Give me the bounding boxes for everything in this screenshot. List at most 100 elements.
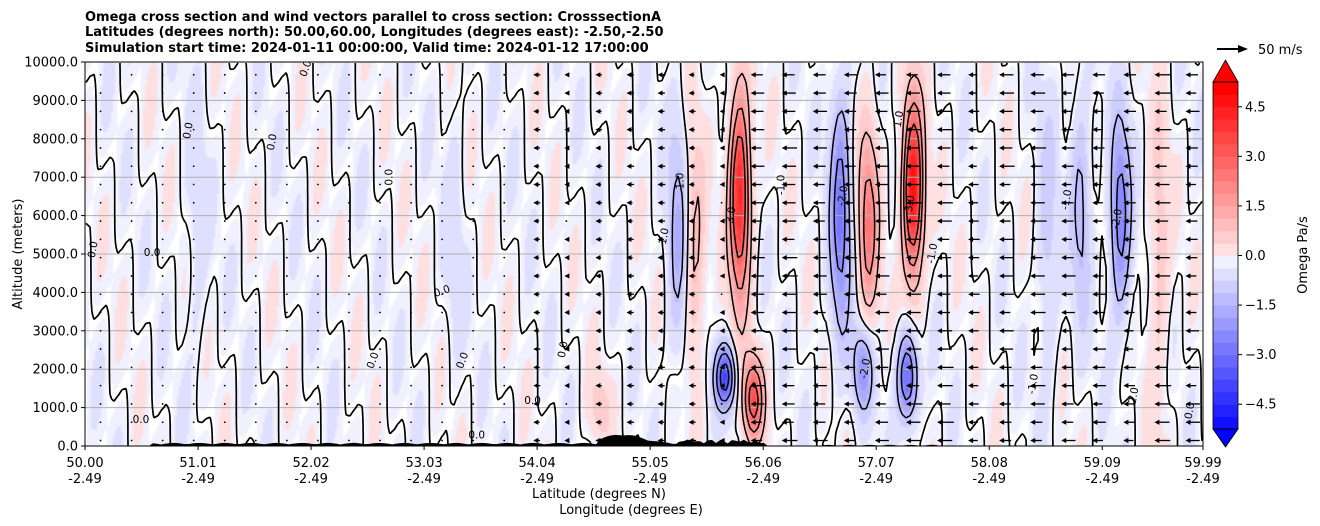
- wind-vector: [874, 127, 887, 133]
- wind-vector: [1123, 346, 1134, 352]
- wind-vector: [1092, 108, 1104, 114]
- wind-vector: [812, 108, 828, 114]
- wind-vector: [533, 401, 540, 407]
- wind-vector: [379, 201, 381, 204]
- wind-vector: [472, 183, 475, 186]
- colorbar-segment: [1213, 255, 1238, 269]
- wind-vector: [441, 421, 444, 424]
- wind-vector: [564, 328, 570, 334]
- wind-vector: [657, 383, 665, 389]
- omega-contour-lines: [85, 62, 1203, 446]
- wind-vector: [1123, 218, 1136, 224]
- wind-vector: [441, 311, 444, 314]
- wind-vector: [503, 311, 506, 314]
- wind-vector: [937, 72, 951, 78]
- colorbar-extend-min: [1212, 428, 1239, 448]
- wind-vector: [595, 346, 601, 352]
- wind-vector: [254, 238, 257, 241]
- wind-vector: [595, 236, 602, 242]
- wind-vector: [1092, 291, 1106, 297]
- wind-vector: [968, 291, 980, 297]
- wind-vector: [1123, 181, 1135, 188]
- wind-vector: [1030, 273, 1045, 279]
- wind-vector: [1030, 419, 1043, 425]
- wind-vector: [161, 256, 164, 259]
- contour-label: -1.0: [925, 242, 940, 264]
- wind-vector: [379, 220, 381, 222]
- wind-vector: [223, 165, 226, 168]
- x-tick-label-longitude: -2.49: [520, 472, 554, 487]
- wind-vector: [688, 255, 696, 261]
- wind-vector: [626, 328, 634, 334]
- contour-level-3: [732, 123, 921, 419]
- wind-vector: [1061, 328, 1073, 334]
- wind-vector: [874, 218, 887, 224]
- wind-vector: [812, 419, 826, 425]
- wind-vector: [937, 328, 953, 334]
- wind-vector: [564, 181, 570, 188]
- wind-vector: [192, 421, 195, 424]
- wind-vector: [254, 165, 257, 168]
- wind-vector: [317, 275, 319, 277]
- wind-vector: [688, 383, 696, 389]
- wind-vector: [1061, 72, 1075, 78]
- wind-vector: [843, 236, 855, 242]
- wind-vector: [781, 328, 798, 334]
- wind-vector: [843, 218, 855, 224]
- wind-vector: [688, 127, 695, 133]
- wind-vector: [688, 145, 695, 151]
- wind-vector: [317, 348, 319, 350]
- x-axis-label-longitude: Longitude (degrees E): [559, 503, 703, 518]
- colorbar-segment: [1213, 168, 1238, 182]
- wind-vector: [161, 92, 164, 94]
- wind-vector: [254, 201, 257, 204]
- colorbar-tick-label: 1.5: [1245, 199, 1266, 214]
- wind-vector: [379, 403, 381, 405]
- wind-vector: [1030, 364, 1043, 370]
- wind-vector: [968, 145, 978, 151]
- wind-vector: [161, 201, 164, 204]
- wind-vector: [441, 403, 444, 405]
- y-tick-label: 3000.0: [33, 324, 79, 339]
- wind-vector: [719, 328, 725, 334]
- wind-vector: [657, 273, 664, 279]
- vector-key: 50 m/s: [1217, 43, 1303, 58]
- colorbar-segment: [1213, 94, 1238, 108]
- y-tick-label: 0.0: [57, 440, 78, 455]
- colorbar-segment: [1213, 131, 1238, 145]
- wind-vector: [410, 366, 412, 369]
- wind-vector: [161, 73, 164, 76]
- wind-vector: [99, 384, 102, 387]
- wind-vector: [843, 163, 856, 169]
- x-tick-label-longitude: -2.49: [633, 472, 667, 487]
- wind-vector: [564, 236, 570, 242]
- colorbar-segment: [1213, 379, 1238, 393]
- colorbar-segment: [1213, 416, 1238, 430]
- wind-vector: [503, 110, 506, 113]
- wind-vector: [317, 366, 319, 369]
- vector-key-label: 50 m/s: [1258, 43, 1303, 58]
- wind-vector: [223, 421, 226, 424]
- wind-vector: [905, 108, 921, 114]
- wind-vector: [379, 439, 381, 442]
- wind-vector: [595, 255, 602, 261]
- wind-vector: [781, 364, 794, 370]
- wind-vector: [1185, 383, 1197, 389]
- wind-vector: [999, 273, 1015, 279]
- wind-vector: [1092, 364, 1106, 370]
- wind-vector: [1030, 236, 1047, 242]
- wind-vector: [937, 346, 952, 352]
- wind-vector: [503, 293, 506, 296]
- wind-vector: [968, 328, 979, 334]
- wind-vector: [99, 348, 102, 350]
- wind-vector: [192, 439, 195, 442]
- wind-vector: [503, 220, 506, 222]
- wind-vector: [812, 255, 828, 261]
- wind-vector: [223, 311, 226, 314]
- wind-vector: [285, 439, 288, 442]
- wind-vector: [812, 437, 828, 444]
- contour-level-neg1: [671, 110, 1133, 419]
- colorbar-segment: [1213, 181, 1238, 195]
- wind-vector: [99, 293, 102, 296]
- x-tick-label-latitude: 58.08: [971, 456, 1008, 471]
